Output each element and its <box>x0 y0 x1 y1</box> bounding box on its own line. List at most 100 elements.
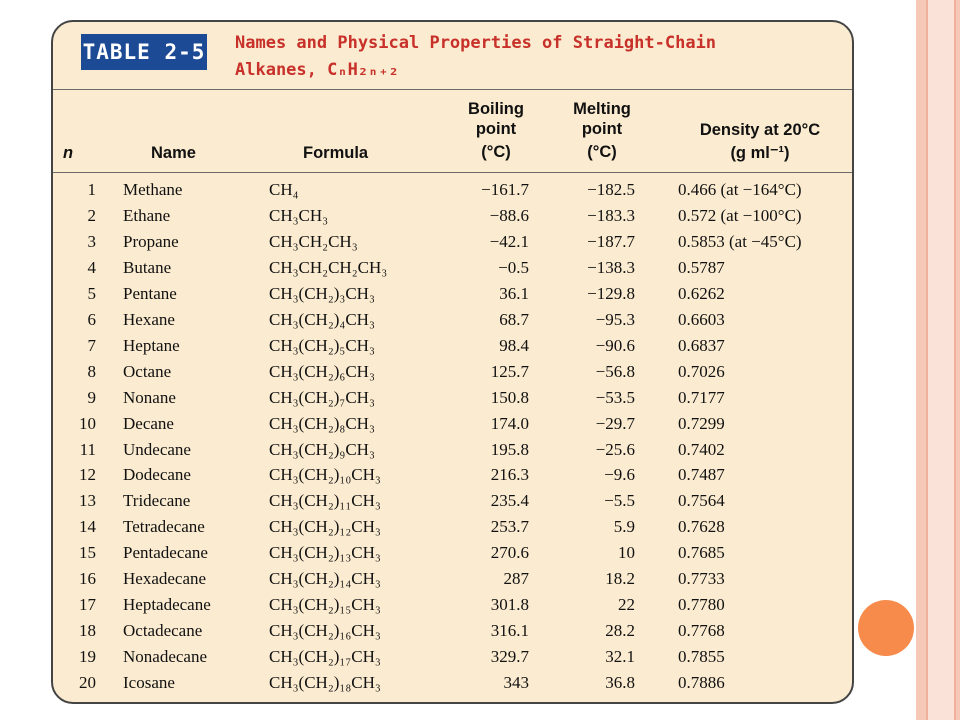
cell-boiling-point: −88.6 <box>489 205 529 225</box>
cell-boiling-point: 174.0 <box>490 413 529 433</box>
header-n: n <box>63 144 74 162</box>
cell-density: 0.7026 <box>678 361 725 381</box>
header-density: Density at 20°C (g ml⁻¹) <box>675 120 845 163</box>
cell-melting-point: −187.7 <box>587 231 635 251</box>
cell-n: 17 <box>79 595 96 615</box>
table-row: 19 Nonadecane CH₃(CH₂)₁₇CH₃ 329.7 32.1 0.7855 <box>53 645 852 671</box>
cell-formula: CH₃(CH₂)₁₁CH₃ <box>269 491 381 511</box>
table-row: 13 Tridecane CH₃(CH₂)₁₁CH₃ 235.4 −5.5 0.7564 <box>53 489 852 515</box>
header-mp-line2: point <box>581 120 623 138</box>
cell-n: 1 <box>87 180 97 199</box>
cell-density: 0.7487 <box>678 465 725 485</box>
cell-name: Heptane <box>123 335 180 355</box>
slide-right-border-stripe <box>926 0 956 720</box>
table-row: 1 Methane CH₄ −161.7 −182.5 0.466 (at −164°C) <box>53 178 852 204</box>
header-density-line2: (g ml⁻¹) <box>730 144 790 162</box>
cell-n: 18 <box>79 621 96 641</box>
cell-formula: CH₃(CH₂)₁₆CH₃ <box>269 621 381 641</box>
cell-boiling-point: 98.4 <box>499 335 529 355</box>
cell-melting-point: −56.8 <box>595 361 635 381</box>
table-row: 16 Hexadecane CH₃(CH₂)₁₄CH₃ 287 18.2 0.7733 <box>53 567 852 593</box>
cell-density: 0.7564 <box>678 491 725 511</box>
cell-formula: CH₃(CH₂)₃CH₃ <box>269 283 375 303</box>
cell-name: Nonadecane <box>123 647 208 667</box>
header-melting-point: Melting point (°C) <box>557 99 647 162</box>
cell-melting-point: −90.6 <box>595 335 635 355</box>
cell-boiling-point: 270.6 <box>490 543 529 563</box>
header-boiling-point: Boiling point (°C) <box>451 99 541 162</box>
cell-boiling-point: 329.7 <box>490 647 529 667</box>
cell-melting-point: 28.2 <box>605 621 635 641</box>
cell-density: 0.6837 <box>678 335 725 355</box>
cell-n: 11 <box>79 439 96 459</box>
cell-density: 0.7768 <box>678 621 725 641</box>
cell-n: 4 <box>87 257 97 277</box>
cell-formula: CH₃(CH₂)₁₅CH₃ <box>269 595 381 615</box>
cell-melting-point: −129.8 <box>587 283 635 303</box>
cell-density: 0.5853 (at −45°C) <box>678 231 802 251</box>
cell-melting-point: −25.6 <box>595 439 635 459</box>
cell-formula: CH₃CH₂CH₃ <box>269 231 358 251</box>
table-row: 10 Decane CH₃(CH₂)₈CH₃ 174.0 −29.7 0.7299 <box>53 412 852 438</box>
cell-name: Octadecane <box>123 621 203 641</box>
cell-name: Octane <box>123 361 172 381</box>
cell-melting-point: 18.2 <box>605 569 635 589</box>
cell-boiling-point: −0.5 <box>498 257 529 277</box>
cell-melting-point: −95.3 <box>595 309 635 329</box>
cell-name: Propane <box>123 231 179 251</box>
cell-density: 0.7402 <box>678 439 725 459</box>
cell-n: 16 <box>79 569 96 589</box>
cell-density: 0.7886 <box>678 673 725 693</box>
table-row: 2 Ethane CH₃CH₃ −88.6 −183.3 0.572 (at −100°C… <box>53 204 852 230</box>
cell-boiling-point: −161.7 <box>481 180 529 199</box>
caption-line-2: Alkanes, CₙH₂ₙ₊₂ <box>235 60 399 80</box>
cell-boiling-point: 150.8 <box>490 387 529 407</box>
cell-density: 0.7733 <box>678 569 725 589</box>
cell-n: 14 <box>79 517 96 537</box>
cell-name: Undecane <box>123 439 191 459</box>
table-caption: Names and Physical Properties of Straigh… <box>235 30 716 84</box>
cell-density: 0.7780 <box>678 595 725 615</box>
header-density-line1: Density at 20°C <box>699 121 821 139</box>
cell-boiling-point: 36.1 <box>499 283 529 303</box>
cell-formula: CH₃(CH₂)₈CH₃ <box>269 413 375 433</box>
cell-n: 19 <box>79 647 96 667</box>
cell-formula: CH₃(CH₂)₁₀CH₃ <box>269 465 381 485</box>
header-bp-line2: point <box>475 120 517 138</box>
cell-melting-point: −183.3 <box>587 205 635 225</box>
cell-name: Tridecane <box>123 491 191 511</box>
cell-name: Icosane <box>123 673 175 693</box>
table-row: 4 Butane CH₃CH₂CH₂CH₃ −0.5 −138.3 0.5787 <box>53 256 852 282</box>
header-bottom-rule <box>53 172 852 173</box>
cell-n: 2 <box>87 205 97 225</box>
table-row: 18 Octadecane CH₃(CH₂)₁₆CH₃ 316.1 28.2 0.7768 <box>53 619 852 645</box>
header-mp-line1: Melting <box>573 100 631 118</box>
slide-right-border <box>916 0 960 720</box>
cell-boiling-point: 68.7 <box>499 309 529 329</box>
cell-n: 8 <box>87 361 97 381</box>
header-formula: Formula <box>303 144 369 162</box>
orange-circle-decoration <box>858 600 914 656</box>
cell-melting-point: −29.7 <box>595 413 635 433</box>
cell-name: Butane <box>123 257 172 277</box>
table-row: 15 Pentadecane CH₃(CH₂)₁₃CH₃ 270.6 10 0.7685 <box>53 541 852 567</box>
cell-formula: CH₃(CH₂)₅CH₃ <box>269 335 375 355</box>
cell-formula: CH₃(CH₂)₁₃CH₃ <box>269 543 381 563</box>
cell-melting-point: 32.1 <box>605 647 635 667</box>
cell-n: 6 <box>87 309 97 329</box>
cell-density: 0.6262 <box>678 283 725 303</box>
cell-n: 3 <box>87 231 97 251</box>
table-row: 7 Heptane CH₃(CH₂)₅CH₃ 98.4 −90.6 0.6837 <box>53 334 852 360</box>
cell-melting-point: 5.9 <box>613 517 635 537</box>
cell-melting-point: −53.5 <box>595 387 635 407</box>
table-row: 17 Heptadecane CH₃(CH₂)₁₅CH₃ 301.8 22 0.7780 <box>53 593 852 619</box>
cell-name: Methane <box>123 180 183 199</box>
cell-formula: CH₃(CH₂)₁₄CH₃ <box>269 569 381 589</box>
cell-n: 5 <box>87 283 97 303</box>
table-number-label: TABLE 2-5 <box>81 34 207 70</box>
cell-name: Hexadecane <box>123 569 207 589</box>
cell-density: 0.466 (at −164°C) <box>678 180 802 199</box>
cell-boiling-point: 195.8 <box>490 439 529 459</box>
header-bp-line3: (°C) <box>481 143 511 161</box>
cell-n: 13 <box>79 491 96 511</box>
